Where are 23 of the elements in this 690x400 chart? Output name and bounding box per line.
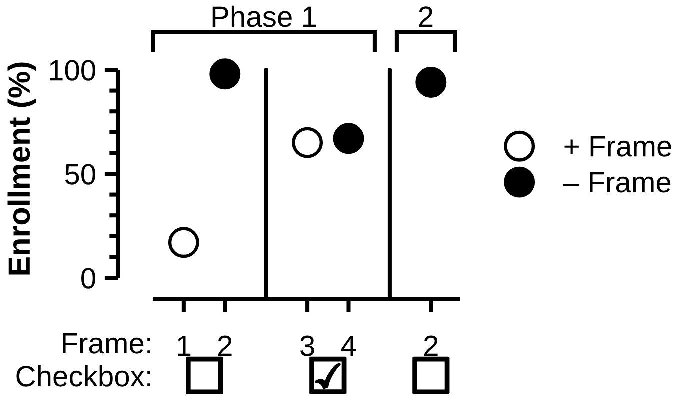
legend-label: + Frame	[564, 136, 672, 157]
text: Phase 1	[212, 6, 316, 28]
x-tick-label: 1	[178, 336, 191, 356]
text: ☐	[187, 358, 222, 394]
text: Checkbox:	[16, 365, 150, 387]
text: 2	[419, 6, 433, 27]
point	[210, 58, 241, 90]
y-tick-label: 0	[82, 268, 96, 289]
y-axis-title: Enrollment (%)	[8, 62, 36, 275]
point	[416, 66, 447, 98]
y-tick-label: 50	[65, 164, 96, 185]
x-axis-title: Frame:	[63, 333, 150, 354]
text: ☑	[310, 358, 346, 394]
legend-label: – Frame	[563, 172, 671, 193]
x-tick-label: 3	[300, 336, 314, 356]
point	[292, 127, 324, 158]
text: ☐	[414, 358, 449, 394]
y-tick-label: 100	[50, 60, 96, 81]
x-tick-label: 4	[341, 336, 356, 356]
x-tick-label: 2	[424, 336, 438, 356]
point	[168, 227, 200, 258]
point	[333, 123, 364, 154]
x-tick-label: 2	[218, 336, 232, 356]
